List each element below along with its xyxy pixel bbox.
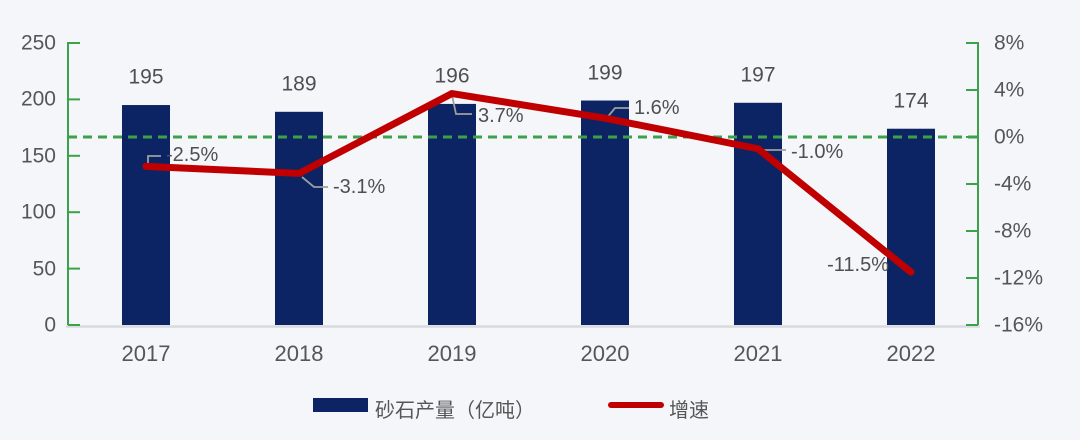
left-axis-tick-label: 150	[20, 144, 56, 168]
right-axis-tick-label: -16%	[994, 313, 1044, 337]
right-axis-tick-label: -12%	[994, 266, 1044, 290]
line-value-label: -1.0%	[791, 141, 844, 163]
x-axis-label-2022: 2022	[886, 341, 936, 366]
bar-value-label: 189	[281, 72, 317, 96]
label-leader-line	[301, 176, 328, 188]
label-leader-line	[605, 107, 629, 120]
bar-2019	[428, 103, 476, 325]
legend-line-swatch	[608, 402, 664, 408]
left-axis-tick-label: 0	[44, 313, 56, 337]
bar-value-label: 196	[434, 64, 470, 88]
right-axis-tick-label: -8%	[994, 219, 1032, 243]
left-axis-tick-label: 100	[20, 200, 56, 224]
left-axis-tick-label: 200	[20, 87, 56, 111]
right-axis-tick-label: 0%	[994, 125, 1025, 149]
line-value-label: 1.6%	[634, 97, 680, 119]
left-axis	[67, 42, 80, 325]
label-leader-line	[451, 94, 472, 115]
x-axis-label-2017: 2017	[121, 341, 171, 366]
x-axis-label-2019: 2019	[427, 341, 477, 366]
x-axis-label-2020: 2020	[580, 341, 630, 366]
legend: 砂石产量（亿吨） 增速	[0, 392, 1080, 422]
bar-value-label: 197	[740, 63, 776, 87]
bar-2021	[734, 102, 782, 325]
right-axis-tick-label: -4%	[994, 172, 1032, 196]
left-axis-tick-label: 250	[20, 31, 56, 55]
bar-value-label: 199	[587, 61, 623, 85]
growth-line	[142, 90, 915, 276]
legend-bar-label: 砂石产量（亿吨）	[375, 400, 535, 422]
bar-value-label: 174	[893, 89, 929, 113]
line-value-label: 3.7%	[478, 105, 524, 127]
right-axis-tick-label: 8%	[994, 31, 1025, 55]
legend-bar-swatch	[313, 398, 368, 412]
line-value-label: -3.1%	[333, 176, 386, 198]
line-value-label: -11.5%	[827, 254, 889, 276]
x-axis-label-2018: 2018	[274, 341, 324, 366]
bar-value-label: 195	[128, 65, 164, 89]
left-axis-tick-label: 50	[32, 257, 56, 281]
legend-line-label: 增速	[669, 400, 709, 422]
line-value-label: -2.5%	[166, 144, 219, 166]
bar-2020	[581, 100, 629, 325]
right-axis-tick-label: 4%	[994, 78, 1025, 102]
bar-2022	[887, 128, 935, 325]
x-axis-label-2021: 2021	[733, 341, 783, 366]
bar-2018	[275, 111, 323, 325]
bar-2017	[122, 105, 170, 325]
